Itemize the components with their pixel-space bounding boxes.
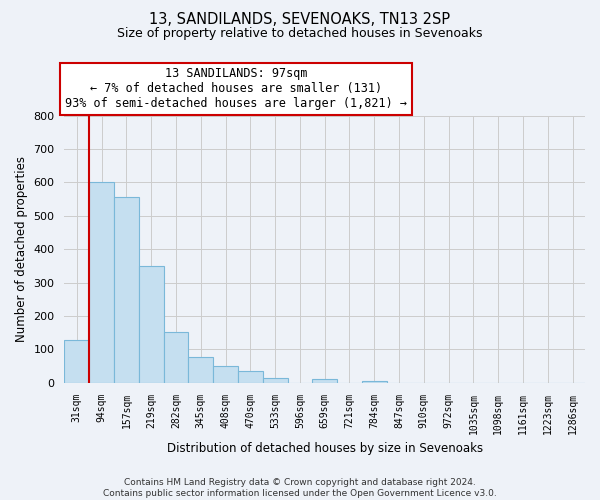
Bar <box>64 340 89 383</box>
X-axis label: Distribution of detached houses by size in Sevenoaks: Distribution of detached houses by size … <box>167 442 483 455</box>
Bar <box>213 366 238 383</box>
Bar <box>238 372 263 383</box>
Bar <box>188 358 213 383</box>
Text: Contains HM Land Registry data © Crown copyright and database right 2024.
Contai: Contains HM Land Registry data © Crown c… <box>103 478 497 498</box>
Bar <box>89 182 114 383</box>
Bar <box>362 381 386 383</box>
Bar <box>263 378 287 383</box>
Y-axis label: Number of detached properties: Number of detached properties <box>15 156 28 342</box>
Text: 13 SANDILANDS: 97sqm
← 7% of detached houses are smaller (131)
93% of semi-detac: 13 SANDILANDS: 97sqm ← 7% of detached ho… <box>65 68 407 110</box>
Bar <box>164 332 188 383</box>
Bar <box>313 379 337 383</box>
Bar <box>114 196 139 383</box>
Text: 13, SANDILANDS, SEVENOAKS, TN13 2SP: 13, SANDILANDS, SEVENOAKS, TN13 2SP <box>149 12 451 28</box>
Bar <box>139 266 164 383</box>
Text: Size of property relative to detached houses in Sevenoaks: Size of property relative to detached ho… <box>117 28 483 40</box>
